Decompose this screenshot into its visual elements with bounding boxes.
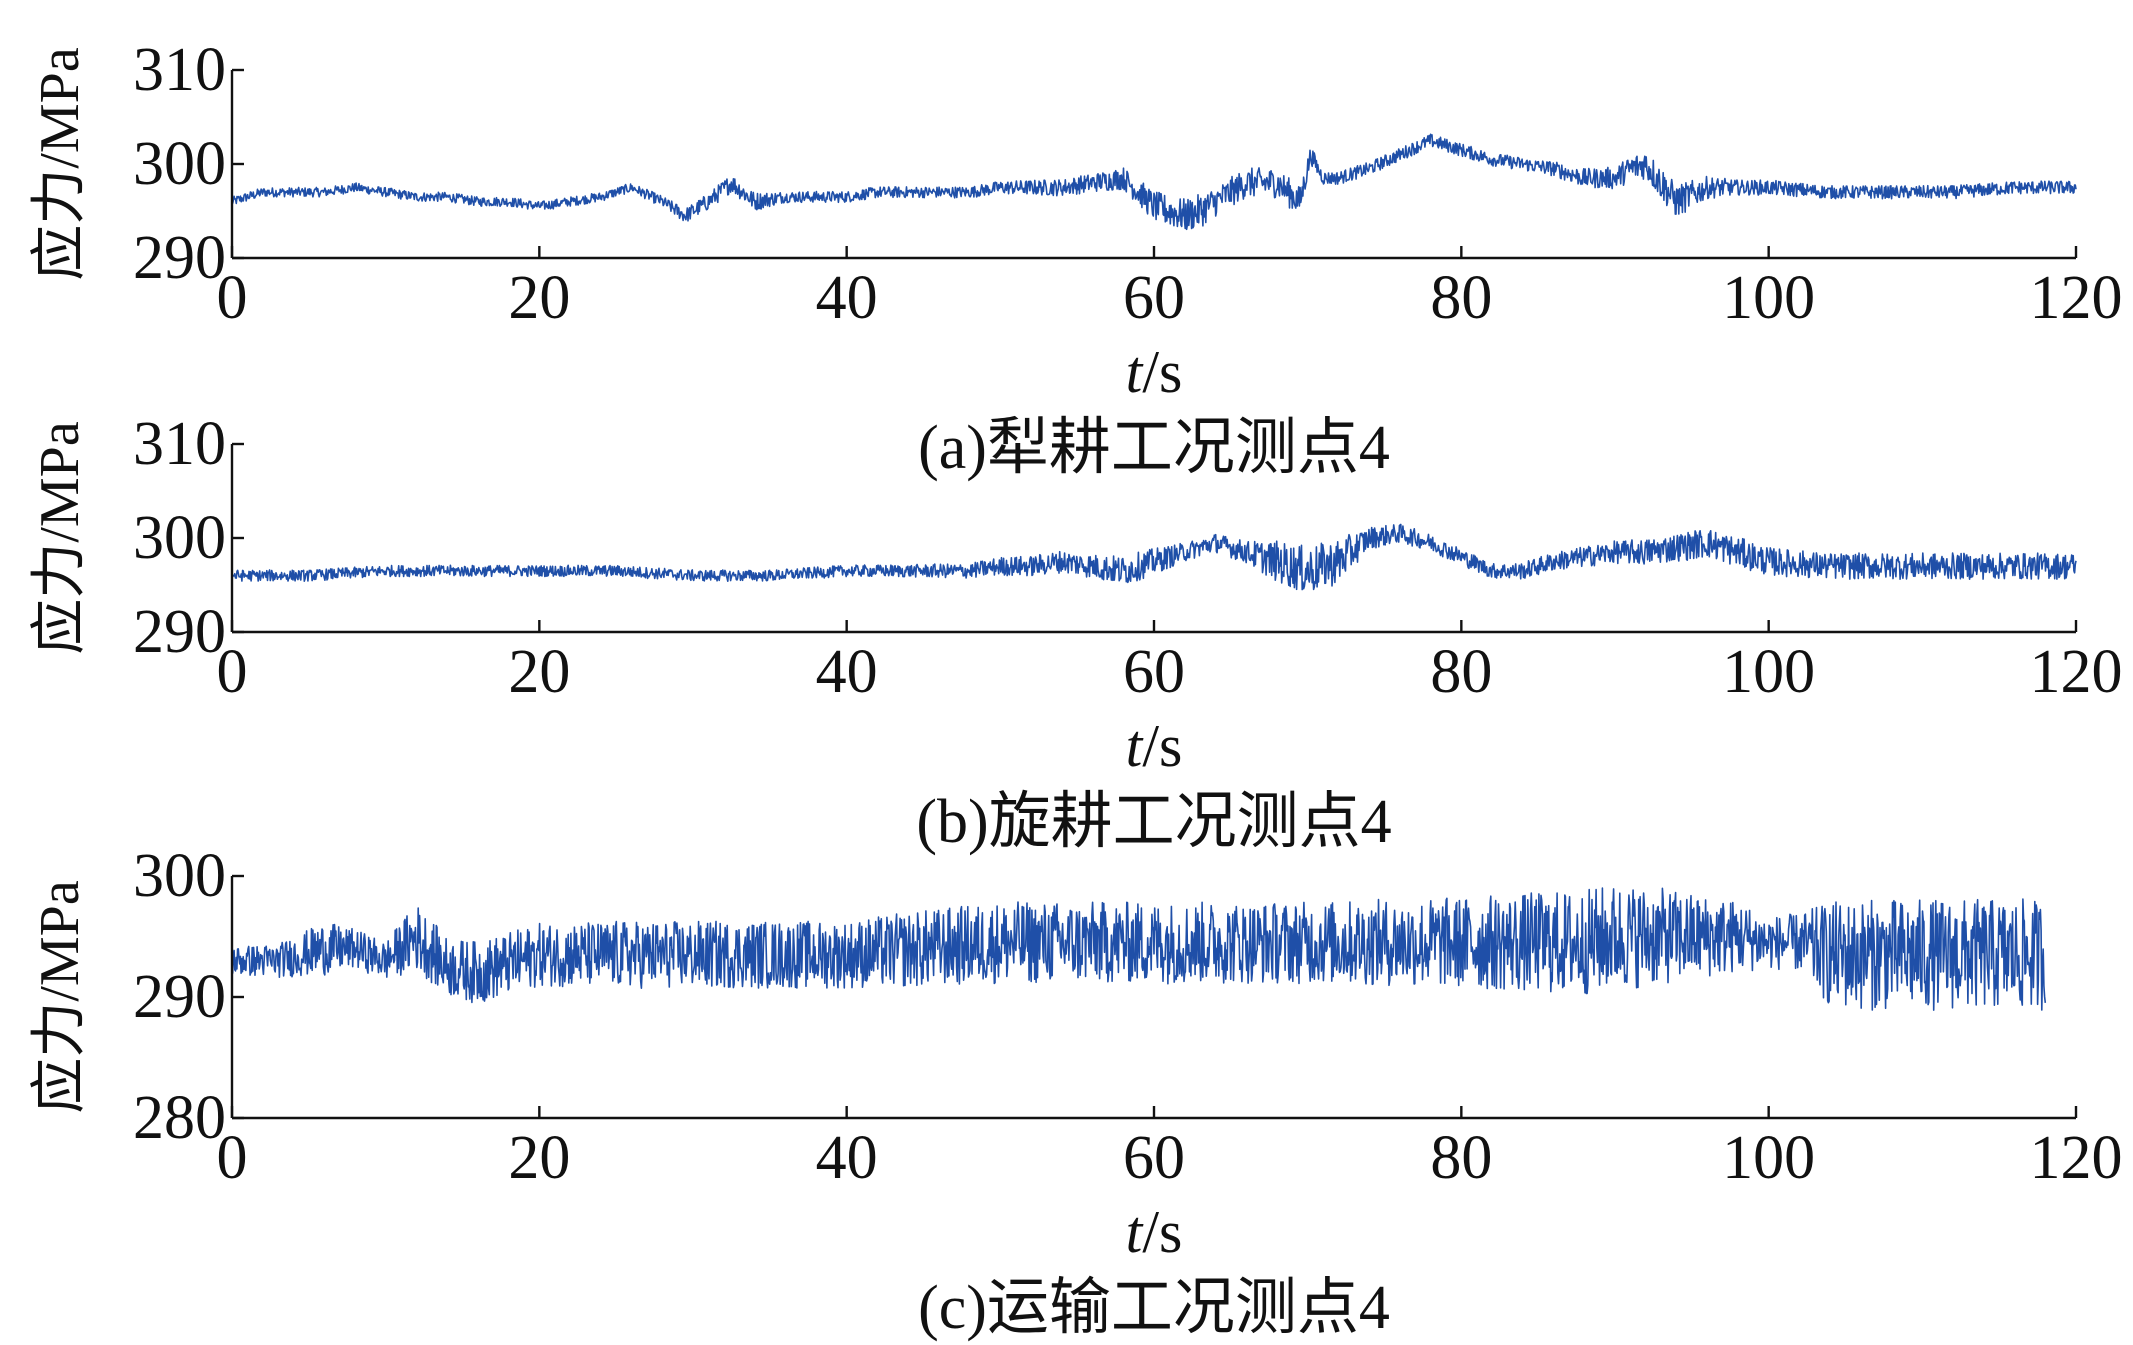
y-tick-label: 290 (133, 963, 226, 1031)
x-tick-label: 0 (217, 638, 248, 706)
x-tick-label: 20 (508, 264, 570, 332)
x-axis-label-var: t (1126, 339, 1144, 405)
x-tick-label: 120 (2030, 264, 2123, 332)
y-tick-label: 290 (133, 598, 226, 666)
x-tick-label: 20 (508, 638, 570, 706)
x-tick-label: 120 (2030, 1124, 2123, 1192)
x-tick-label: 40 (816, 264, 878, 332)
x-tick-label: 60 (1123, 638, 1185, 706)
x-axis-label: t/s (1126, 1199, 1183, 1265)
x-tick-label: 120 (2030, 638, 2123, 706)
panel-caption: (a)犁耕工况测点4 (918, 414, 1390, 482)
y-tick-label: 280 (133, 1084, 226, 1152)
y-axis-label: 应力/MPa (29, 421, 91, 654)
x-axis-label-var: t (1126, 713, 1144, 779)
y-tick-label: 290 (133, 224, 226, 292)
panel-b: 0 20 40 60 80 100 120 290 300 310 应力/MPa t/s (b)旋耕工况… (29, 410, 2123, 856)
x-tick-label: 0 (217, 264, 248, 332)
series-line (231, 523, 2077, 591)
series-line (231, 887, 2047, 1011)
x-axis-label-unit: /s (1142, 339, 1182, 405)
x-tick-label: 80 (1430, 638, 1492, 706)
panel-a: 0 20 40 60 80 100 120 290 300 310 应力/MPa t/s (a)犁耕工况… (29, 36, 2123, 482)
x-tick-label: 20 (508, 1124, 570, 1192)
series-line (231, 133, 2077, 231)
x-tick-label: 60 (1123, 264, 1185, 332)
y-tick-label: 310 (133, 410, 226, 478)
x-tick-label: 100 (1722, 264, 1815, 332)
panel-c: 0 20 40 60 80 100 120 280 290 300 应力/MPa t/s (c)运输工况… (29, 842, 2123, 1342)
x-tick-label: 60 (1123, 1124, 1185, 1192)
y-axis-label: 应力/MPa (29, 880, 91, 1113)
y-axis-label: 应力/MPa (29, 47, 91, 280)
x-tick-label: 80 (1430, 1124, 1492, 1192)
x-tick-label: 80 (1430, 264, 1492, 332)
x-tick-label: 40 (816, 1124, 878, 1192)
y-tick-label: 310 (133, 36, 226, 104)
x-tick-label: 100 (1722, 1124, 1815, 1192)
x-tick-label: 0 (217, 1124, 248, 1192)
x-axis-label-unit: /s (1142, 713, 1182, 779)
x-tick-label: 100 (1722, 638, 1815, 706)
panel-caption: (b)旋耕工况测点4 (916, 788, 1391, 856)
x-axis-label: t/s (1126, 339, 1183, 405)
x-axis-label-unit: /s (1142, 1199, 1182, 1265)
y-tick-label: 300 (133, 130, 226, 198)
panel-caption: (c)运输工况测点4 (918, 1274, 1390, 1342)
x-tick-label: 40 (816, 638, 878, 706)
x-axis-label: t/s (1126, 713, 1183, 779)
y-tick-label: 300 (133, 504, 226, 572)
x-axis-label-var: t (1126, 1199, 1144, 1265)
y-tick-label: 300 (133, 842, 226, 910)
